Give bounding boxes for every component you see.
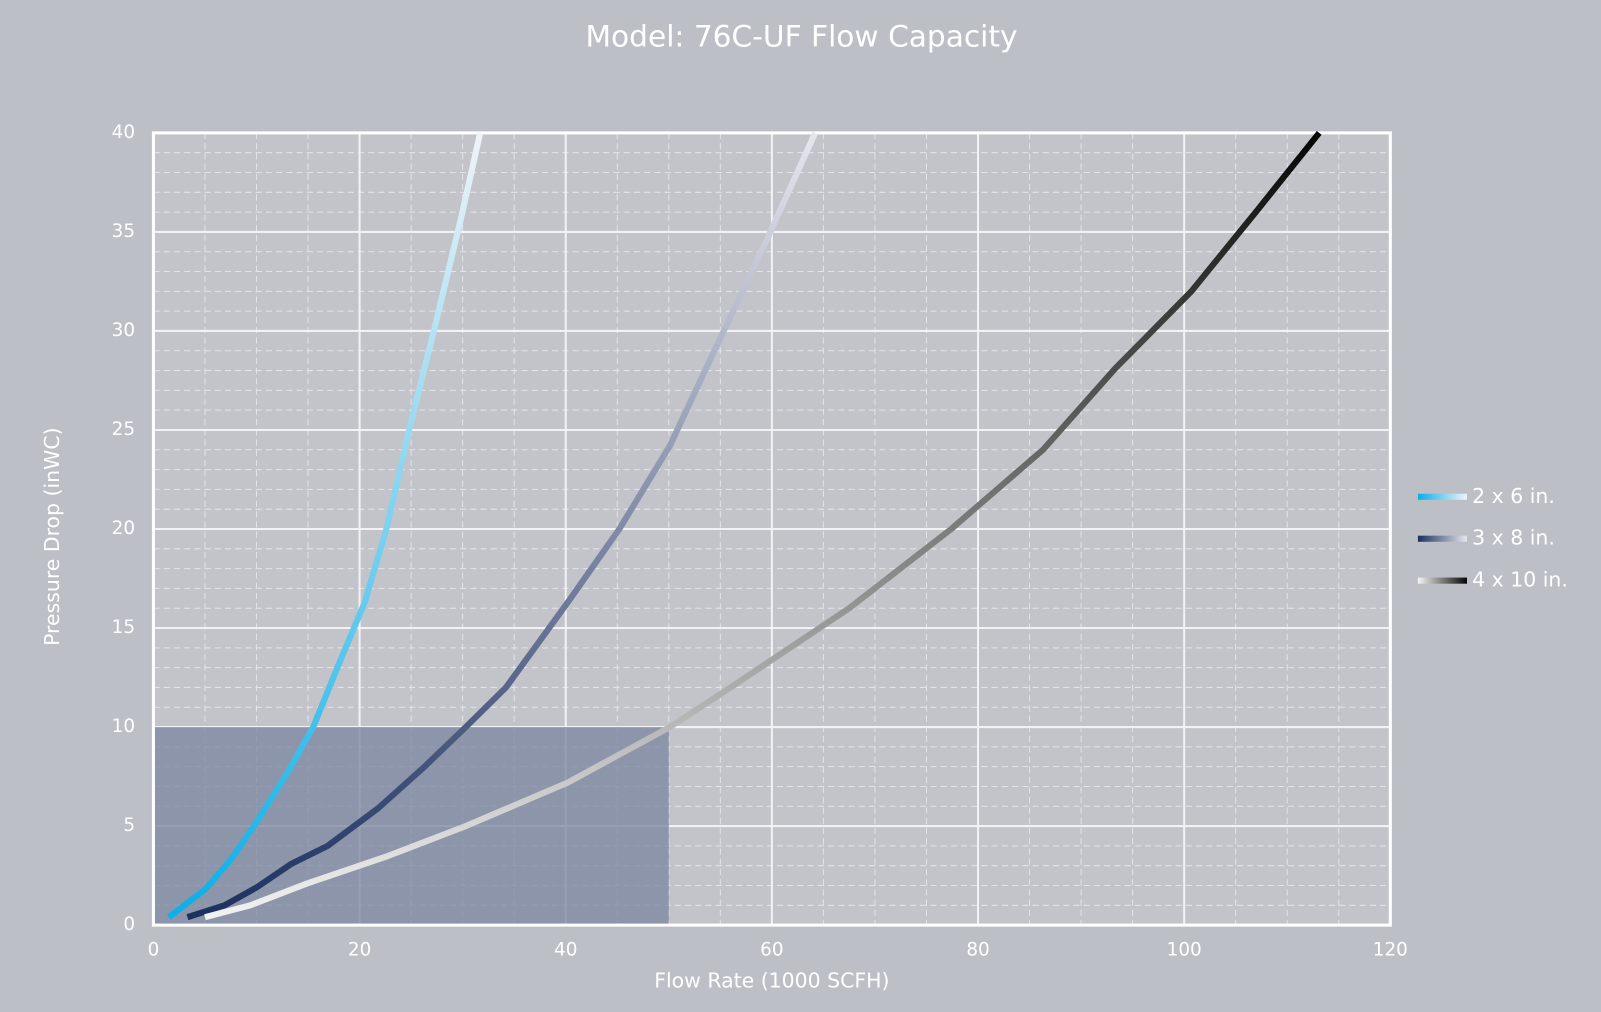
legend-swatch	[1417, 493, 1467, 500]
legend-label: 2 x 6 in.	[1472, 484, 1555, 508]
x-tick-label: 100	[1167, 940, 1202, 961]
legend-label: 3 x 8 in.	[1472, 526, 1555, 550]
y-tick-label: 0	[123, 914, 135, 935]
plot-border	[151, 131, 1392, 927]
y-tick-label: 15	[112, 617, 135, 638]
y-tick-label: 10	[112, 716, 135, 737]
legend-swatch	[1417, 577, 1467, 584]
legend-swatch	[1417, 535, 1467, 542]
y-tick-label: 35	[112, 221, 135, 242]
x-tick-label: 0	[148, 940, 160, 961]
x-tick-label: 80	[966, 940, 989, 961]
x-axis-label: Flow Rate (1000 SCFH)	[654, 968, 889, 992]
legend-label: 4 x 10 in.	[1472, 568, 1568, 592]
highlight-region	[153, 727, 669, 926]
x-tick-label: 120	[1373, 940, 1408, 961]
series-line	[204, 130, 1322, 921]
x-tick-label: 60	[760, 940, 783, 961]
y-tick-label: 30	[112, 320, 135, 341]
series-line	[167, 132, 484, 920]
y-tick-label: 40	[112, 122, 135, 143]
chart-title: Model: 76C-UF Flow Capacity	[585, 18, 1017, 53]
x-tick-label: 40	[554, 940, 577, 961]
x-tick-label: 20	[348, 940, 371, 961]
y-axis-label: Pressure Drop (inWC)	[40, 427, 64, 646]
y-tick-label: 20	[112, 518, 135, 539]
series-line	[186, 131, 818, 921]
y-tick-label: 25	[112, 419, 135, 440]
y-tick-label: 5	[123, 815, 135, 836]
